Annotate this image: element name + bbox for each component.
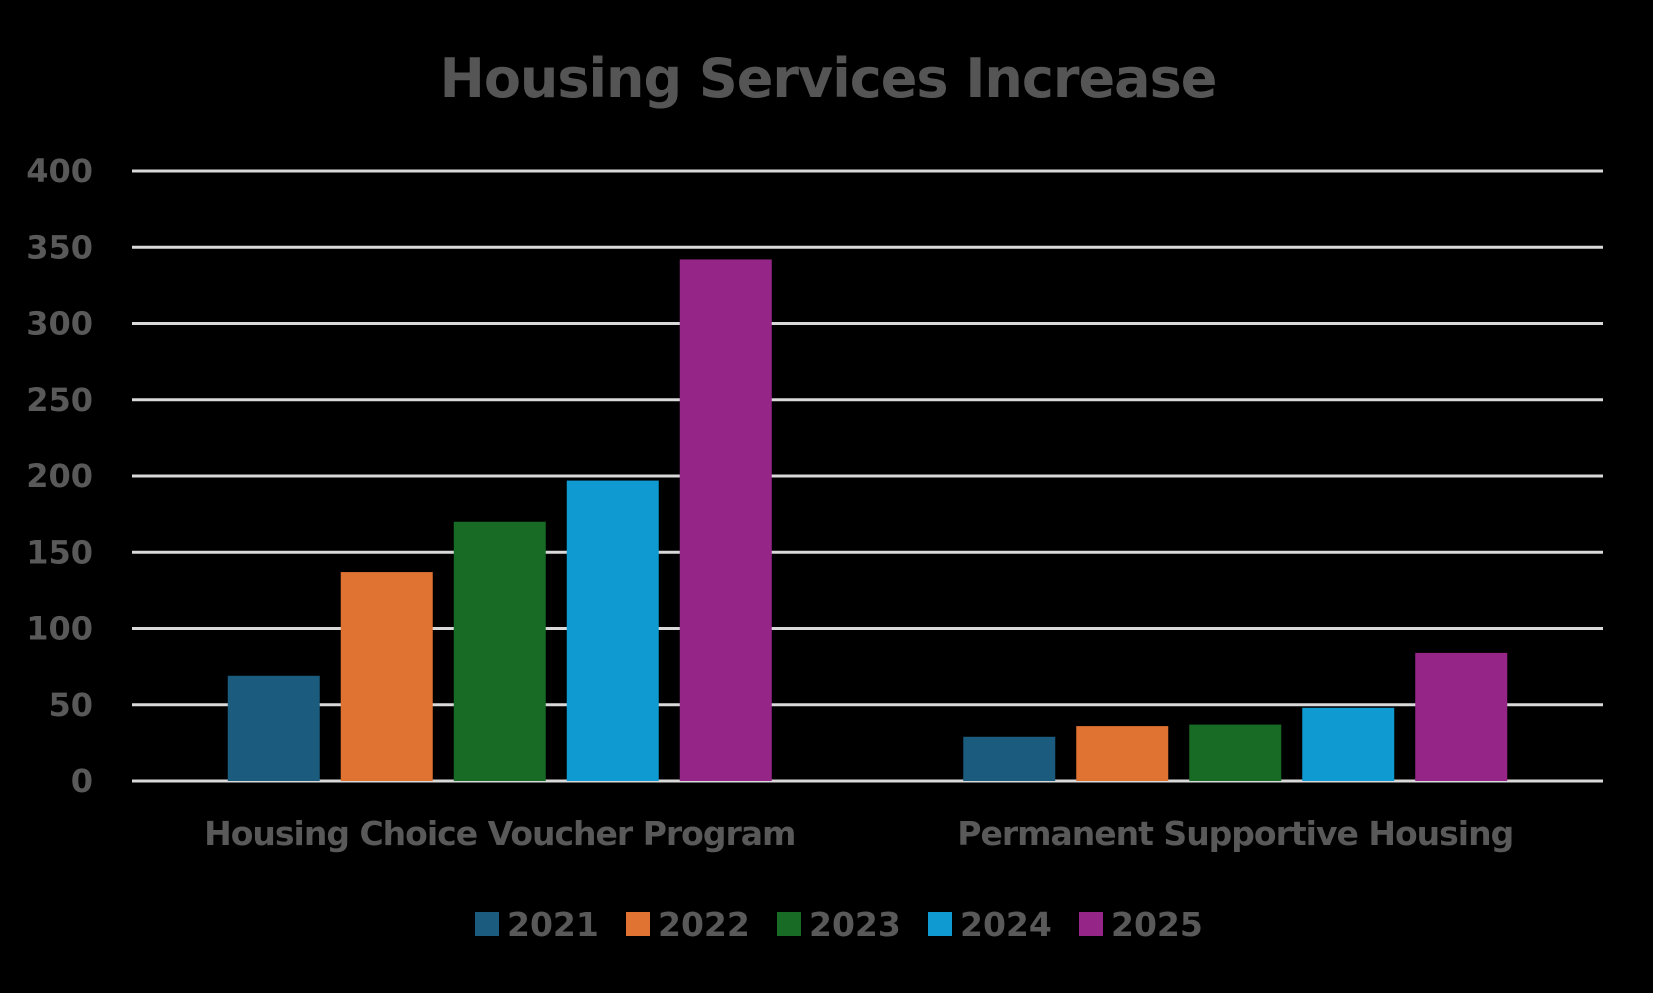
bar-2025-hcv <box>679 259 772 781</box>
bars <box>227 259 1508 781</box>
legend-item-2021: 2021 <box>475 905 599 944</box>
y-tick-label: 400 <box>26 152 93 190</box>
category-label: Permanent Supportive Housing <box>957 814 1513 853</box>
bar-2025-psh <box>1415 652 1508 781</box>
bar-2024-hcv <box>566 480 659 781</box>
legend-label: 2025 <box>1111 905 1203 944</box>
legend-label: 2022 <box>658 905 750 944</box>
y-tick-label: 250 <box>26 381 93 419</box>
legend: 2021 2022 2023 2024 2025 <box>475 905 1203 944</box>
legend-label: 2021 <box>507 905 599 944</box>
legend-item-2023: 2023 <box>777 905 901 944</box>
y-tick-label: 350 <box>26 228 93 266</box>
legend-swatch <box>475 912 499 936</box>
category-labels: Housing Choice Voucher Program Permanent … <box>204 814 1514 853</box>
y-tick-label: 50 <box>48 686 93 724</box>
chart-title: Housing Services Increase <box>440 47 1217 110</box>
legend-swatch <box>1079 912 1103 936</box>
y-tick-label: 200 <box>26 457 93 495</box>
y-tick-label: 100 <box>26 610 93 648</box>
legend-label: 2023 <box>809 905 901 944</box>
legend-item-2024: 2024 <box>928 905 1052 944</box>
y-tick-label: 0 <box>71 762 93 800</box>
bar-2023-hcv <box>453 521 546 781</box>
bar-2022-psh <box>1076 726 1169 781</box>
legend-label: 2024 <box>960 905 1052 944</box>
y-tick-label: 150 <box>26 533 93 571</box>
legend-item-2025: 2025 <box>1079 905 1203 944</box>
legend-swatch <box>626 912 650 936</box>
bar-2024-psh <box>1302 707 1395 781</box>
legend-swatch <box>928 912 952 936</box>
bar-2022-hcv <box>340 572 433 781</box>
bar-2021-hcv <box>227 675 320 781</box>
bar-2021-psh <box>963 736 1056 781</box>
y-tick-label: 300 <box>26 305 93 343</box>
legend-swatch <box>777 912 801 936</box>
bar-2023-psh <box>1189 724 1282 781</box>
category-label: Housing Choice Voucher Program <box>204 814 795 853</box>
legend-item-2022: 2022 <box>626 905 750 944</box>
y-axis-ticks: 0 50 100 150 200 250 300 350 400 <box>26 152 93 800</box>
